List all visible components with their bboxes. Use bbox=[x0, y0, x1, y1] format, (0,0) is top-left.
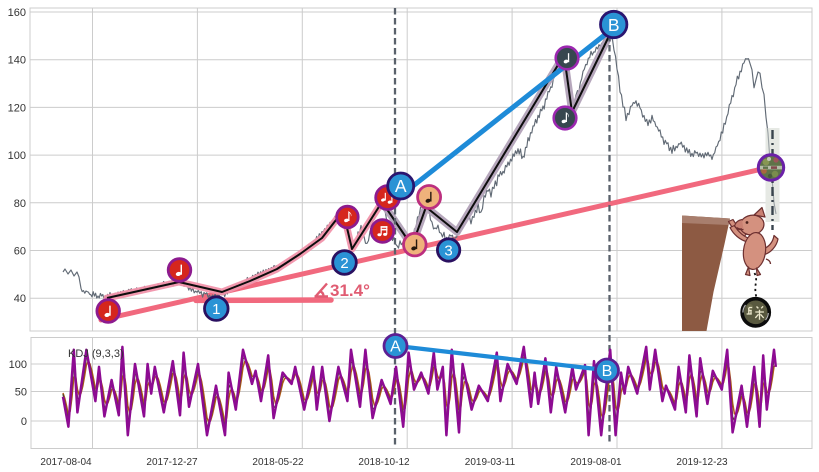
svg-text:2019-03-11: 2019-03-11 bbox=[465, 457, 516, 468]
svg-text:B: B bbox=[608, 15, 620, 35]
svg-text:2017-08-04: 2017-08-04 bbox=[40, 457, 92, 468]
svg-text:A: A bbox=[390, 339, 401, 356]
svg-text:100: 100 bbox=[8, 150, 26, 162]
svg-text:B: B bbox=[602, 363, 613, 380]
svg-text:80: 80 bbox=[14, 198, 26, 210]
svg-text:100: 100 bbox=[9, 359, 27, 371]
svg-text:140: 140 bbox=[8, 55, 26, 67]
svg-text:0: 0 bbox=[21, 416, 27, 428]
svg-text:2019-12-23: 2019-12-23 bbox=[676, 457, 728, 468]
svg-text:2019-08-01: 2019-08-01 bbox=[570, 457, 622, 468]
svg-text:2: 2 bbox=[340, 255, 348, 272]
svg-text:120: 120 bbox=[8, 102, 26, 114]
svg-text:1: 1 bbox=[212, 301, 220, 318]
svg-text:60: 60 bbox=[14, 246, 26, 258]
svg-text:KDJ (9,3,3): KDJ (9,3,3) bbox=[68, 348, 124, 360]
svg-text:31.4°: 31.4° bbox=[330, 281, 370, 300]
svg-text:2017-12-27: 2017-12-27 bbox=[146, 457, 198, 468]
svg-text:50: 50 bbox=[15, 387, 27, 399]
svg-text:160: 160 bbox=[8, 7, 26, 19]
svg-text:2018-05-22: 2018-05-22 bbox=[252, 457, 304, 468]
svg-text:A: A bbox=[395, 176, 407, 196]
svg-text:2018-10-12: 2018-10-12 bbox=[358, 457, 410, 468]
svg-text:40: 40 bbox=[14, 293, 26, 305]
svg-text:3: 3 bbox=[444, 242, 452, 259]
